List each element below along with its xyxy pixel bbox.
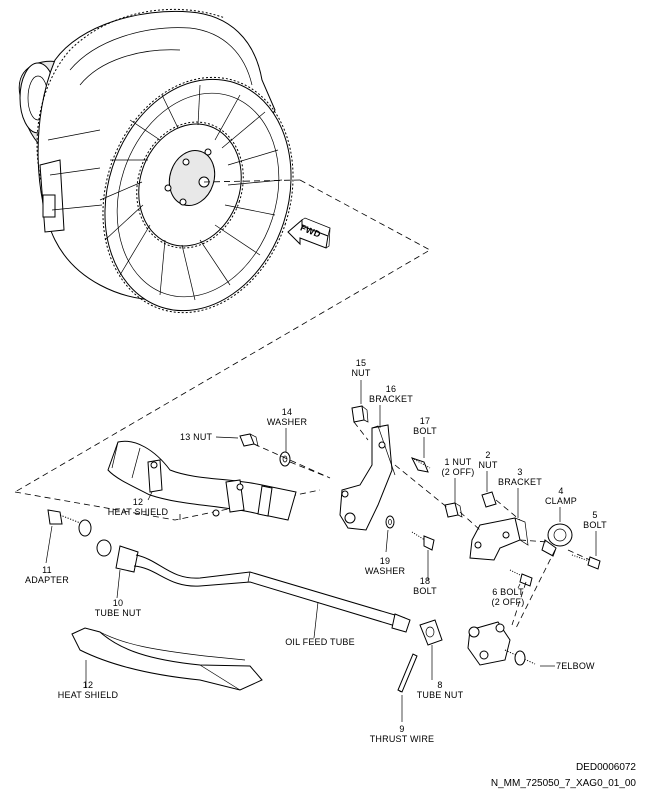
- callout-1: 1 NUT (2 OFF): [441, 457, 475, 477]
- heat-shield-lower: [71, 627, 263, 691]
- callout-oil-feed-tube: OIL FEED TUBE: [285, 637, 355, 647]
- callout-8: 8 TUBE NUT: [416, 680, 464, 700]
- elbow-7: [467, 621, 536, 666]
- bolt-5: [571, 554, 601, 570]
- callout-15: 15 NUT: [351, 358, 371, 378]
- callout-14: 14 WASHER: [266, 407, 308, 427]
- callout-12-upper: 12 HEAT SHIELD: [107, 497, 169, 517]
- callout-4: 4 CLAMP: [544, 486, 577, 506]
- bracket-16: [339, 424, 396, 531]
- bolt-6: [509, 569, 533, 587]
- heat-shield-upper: [107, 440, 297, 521]
- callout-5: 5 BOLT: [583, 510, 607, 530]
- engine-illustration: [18, 8, 301, 314]
- callout-7: 7ELBOW: [556, 661, 595, 671]
- callout-9: 9 THRUST WIRE: [369, 724, 435, 744]
- callout-19: 19 WASHER: [364, 556, 406, 576]
- nut-1: [444, 502, 463, 518]
- fwd-arrow-icon: [287, 217, 331, 249]
- clamp-4: [541, 523, 573, 557]
- callout-13: 13 NUT: [180, 432, 213, 442]
- tube-nut-8: [419, 619, 443, 646]
- callout-12-lower: 12 HEAT SHIELD: [57, 680, 119, 700]
- callout-6: 6 BOLT (2 OFF): [491, 587, 525, 607]
- bracket-3: [469, 517, 529, 561]
- figure-code: DED0006072: [575, 762, 636, 773]
- callout-2: 2 NUT: [478, 450, 498, 470]
- bolt-17: [411, 457, 431, 473]
- callout-17: 17 BOLT: [413, 416, 437, 436]
- oil-feed-tube: [133, 554, 411, 633]
- figure-reference: N_MM_725050_7_XAG0_01_00: [490, 778, 636, 789]
- nut-2: [481, 491, 497, 508]
- adapter-11: [47, 509, 92, 537]
- callout-3: 3 BRACKET: [498, 467, 542, 487]
- tube-nut-10: [96, 539, 139, 573]
- callout-10: 10 TUBE NUT: [94, 598, 142, 618]
- thrust-wire-9: [397, 653, 418, 693]
- callout-16: 16 BRACKET: [369, 384, 413, 404]
- callout-18: 18 BOLT: [413, 576, 437, 596]
- bolt-18: [411, 531, 435, 551]
- nut-15: [351, 405, 369, 423]
- washer-19: [385, 515, 395, 529]
- washer-14: [279, 451, 291, 467]
- callout-11: 11 ADAPTER: [25, 565, 69, 585]
